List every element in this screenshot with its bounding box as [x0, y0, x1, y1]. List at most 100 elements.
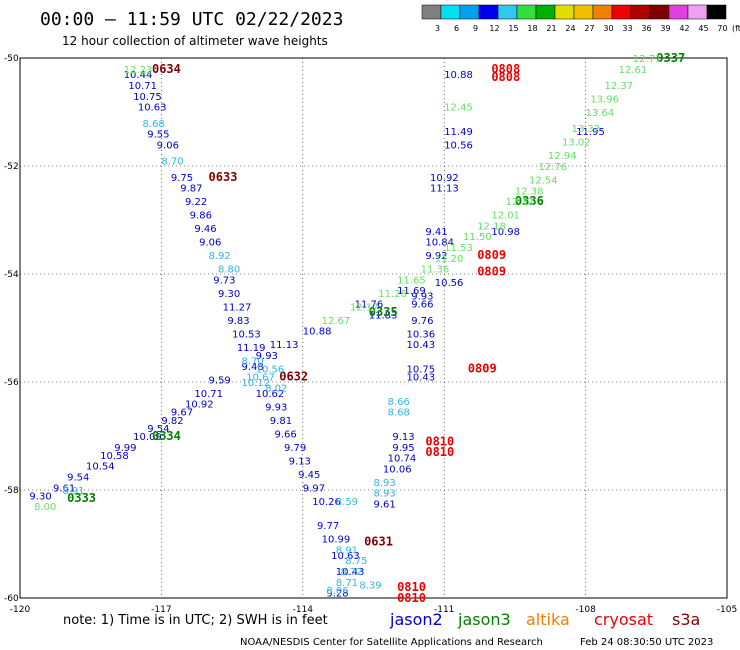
wave-height-value: 8.72	[341, 567, 363, 578]
footer-credit: NOAA/NESDIS Center for Satellite Applica…	[240, 637, 543, 648]
colorbar-label: 39	[660, 24, 670, 33]
wave-height-value: 11.50	[463, 232, 492, 243]
y-tick-label: -60	[4, 594, 19, 604]
wave-height-value: 13.32	[571, 124, 600, 135]
wave-height-value: 8.00	[34, 502, 56, 513]
wave-height-value: 10.56	[435, 278, 464, 289]
wave-height-value: 9.75	[171, 173, 193, 184]
pass-time-label: 0634	[152, 62, 181, 76]
legend: jason2 jason3 altika cryosat s3a	[389, 610, 700, 629]
legend-item: jason3	[457, 610, 511, 629]
wave-height-value: 12.32	[505, 197, 534, 208]
wave-height-value: 12.76	[538, 162, 567, 173]
wave-height-value: 9.93	[256, 351, 278, 362]
wave-height-value: 10.71	[194, 389, 223, 400]
wave-height-value: 9.79	[284, 443, 306, 454]
wave-height-value: 9.92	[425, 251, 447, 262]
x-tick-label: -120	[10, 605, 31, 615]
pass-time-label: 0810	[397, 591, 426, 605]
wave-height-value: 9.22	[185, 197, 207, 208]
wave-height-value: 10.36	[406, 329, 435, 340]
colorbar-label: 21	[546, 24, 556, 33]
wave-height-value: 11.13	[270, 340, 299, 351]
chart-subtitle: 12 hour collection of altimeter wave hei…	[62, 34, 328, 48]
colorbar-swatch	[706, 4, 727, 20]
colorbar-label: 3	[435, 24, 440, 33]
wave-height-value: 12.38	[515, 186, 544, 197]
pass-time-label: 0808	[491, 70, 520, 84]
colorbar-unit: (ft)	[732, 24, 740, 33]
legend-item: s3a	[672, 610, 700, 629]
wave-height-value: 9.95	[392, 443, 414, 454]
pass-time-label: 0633	[209, 170, 238, 184]
x-tick-label: -105	[717, 605, 737, 615]
colorbar-label: 27	[584, 24, 594, 33]
wave-height-value: 8.59	[336, 497, 358, 508]
wave-height-value: 12.18	[477, 221, 506, 232]
wave-height-value: 10.43	[406, 340, 435, 351]
colorbar-label: 42	[679, 24, 689, 33]
wave-height-value: 12.61	[619, 65, 648, 76]
wave-height-value: 12.17	[350, 302, 379, 313]
wave-height-value: 9.46	[194, 224, 216, 235]
legend-item: altika	[526, 610, 570, 629]
wave-height-value: 11.53	[444, 243, 473, 254]
wave-height-value: 8.93	[374, 489, 396, 500]
colorbar-swatch	[687, 4, 708, 20]
wave-height-value: 10.84	[425, 238, 454, 249]
pass-time-label: 0631	[364, 534, 393, 548]
pass-time-label: 0810	[425, 434, 454, 448]
wave-height-value: 10.12	[242, 378, 271, 389]
colorbar-label: 45	[698, 24, 708, 33]
colorbar-swatch	[592, 4, 613, 20]
legend-item: jason2	[389, 610, 443, 629]
x-tick-label: -114	[293, 605, 314, 615]
pass-time-label: 0336	[515, 194, 544, 208]
wave-height-value: 8.91	[336, 545, 358, 556]
wave-height-value: 10.74	[388, 454, 417, 465]
wave-height-value: 10.98	[491, 227, 520, 238]
colorbar-swatch	[478, 4, 499, 20]
colorbar-label: 70	[717, 24, 727, 33]
wave-height-value: 9.30	[218, 289, 240, 300]
pass-time-label: 0810	[425, 445, 454, 459]
wave-height-value: 8.68	[388, 408, 410, 419]
wave-height-value: 10.88	[303, 327, 332, 338]
wave-height-value: 9.30	[29, 491, 51, 502]
wave-height-value: 9.55	[147, 130, 169, 141]
wave-height-value: 11.20	[435, 254, 464, 265]
pass-time-label: 0335	[369, 305, 398, 319]
colorbar-swatch	[516, 4, 537, 20]
colorbar-label: 30	[603, 24, 613, 33]
wave-height-value: 9.59	[209, 375, 231, 386]
wave-height-value: 10.71	[128, 81, 157, 92]
pass-time-label: 0337	[656, 51, 685, 65]
axis-ticks: -120 -117 -114 -111 -108 -105 -50 -52 -54 -56 -58 -…	[4, 54, 737, 615]
wave-height-value: 9.54	[147, 424, 169, 435]
wave-height-value: 10.43	[336, 567, 365, 578]
wave-height-value: 10.54	[86, 462, 115, 473]
wave-height-value: 10.58	[100, 451, 129, 462]
wave-height-value: 10.44	[124, 70, 153, 81]
wave-height-value: 8.80	[218, 265, 240, 276]
colorbar-label: 33	[622, 24, 632, 33]
pass-time-label: 0632	[279, 370, 308, 384]
wave-height-value: 9.76	[411, 316, 433, 327]
wave-height-value: 9.41	[425, 227, 447, 238]
legend-item: cryosat	[594, 610, 653, 629]
wave-height-value: 12.45	[444, 103, 473, 114]
wave-height-value: 8.70	[161, 157, 183, 168]
wave-height-value: 11.65	[397, 275, 426, 286]
wave-height-value: 9.48	[242, 362, 264, 373]
footer-note: note: 1) Time is in UTC; 2) SWH is in fe…	[63, 613, 328, 628]
wave-height-value: 13.64	[586, 108, 615, 119]
wave-height-value: 9.61	[374, 500, 396, 511]
wave-height-value: 9.67	[171, 408, 193, 419]
wave-height-value: 10.26	[312, 497, 341, 508]
wave-height-value: 10.63	[331, 551, 360, 562]
wave-height-value: 9.13	[289, 456, 311, 467]
wave-height-value: 12.67	[322, 316, 351, 327]
wave-height-value: 9.77	[317, 521, 339, 532]
colorbar-swatch	[668, 4, 689, 20]
